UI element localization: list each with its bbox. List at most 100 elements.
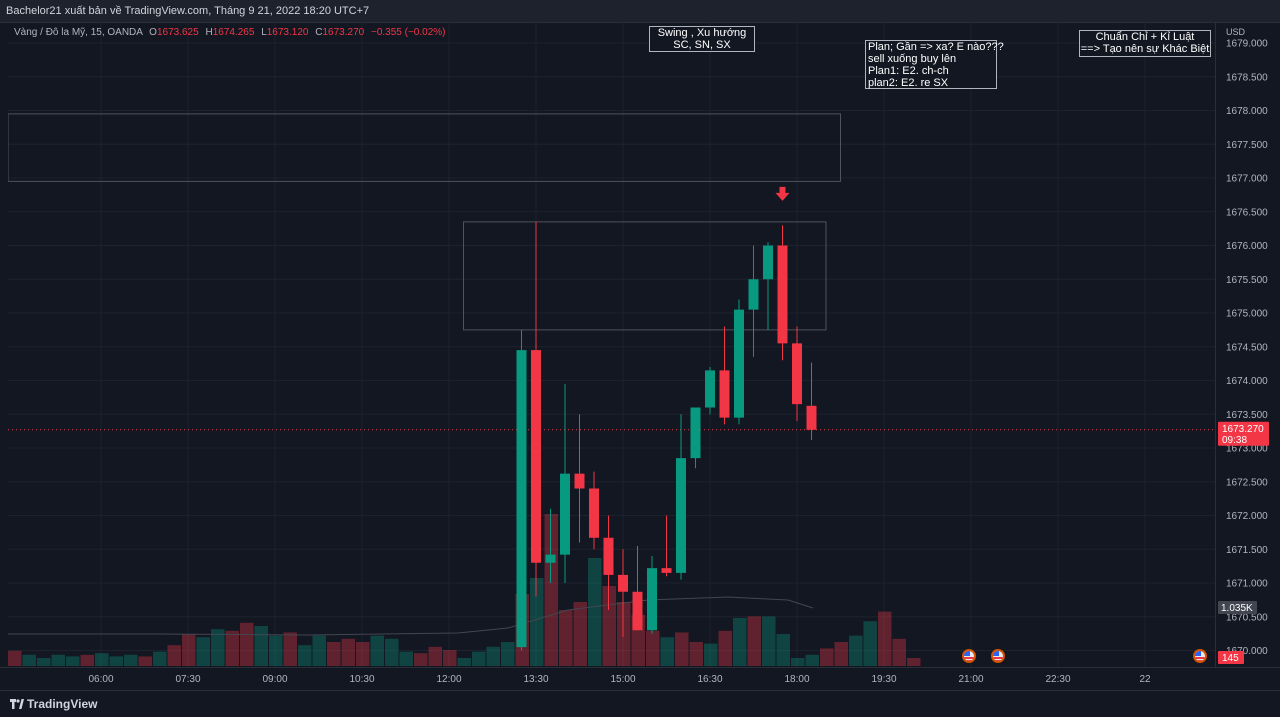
- volume-bar: [559, 610, 573, 666]
- volume-bar: [341, 638, 355, 666]
- price-tick-label: 1675.000: [1226, 309, 1268, 320]
- time-tick-label: 12:00: [436, 674, 461, 685]
- candle-body: [589, 488, 599, 538]
- volume-tag: [1218, 601, 1257, 614]
- candle-body: [560, 473, 570, 555]
- volume-bar: [457, 658, 471, 666]
- candle-body: [661, 568, 672, 573]
- volume-bar: [385, 638, 399, 666]
- price-tick-label: 1671.000: [1226, 579, 1268, 590]
- price-axis[interactable]: USD 1679.000 1678.500 1678.000 1677.500 1677.…: [1215, 22, 1280, 667]
- volume-bar: [37, 658, 51, 666]
- volume-bar: [733, 618, 747, 666]
- volume-bar: [327, 642, 341, 666]
- candle-body: [647, 568, 657, 631]
- volume-bar: [153, 651, 167, 666]
- volume-bar: [878, 611, 892, 666]
- events-tag: [1218, 651, 1244, 664]
- high-key: H: [205, 27, 213, 38]
- volume-bar: [544, 514, 558, 666]
- volume-tag-label: 1.035K: [1221, 603, 1253, 614]
- events-count-label: 145: [1222, 653, 1239, 664]
- volume-bar: [312, 635, 326, 666]
- volume-bar: [443, 650, 457, 666]
- us-flag-icon[interactable]: [1193, 649, 1207, 663]
- publish-header: Bachelor21 xuất bản về TradingView.com, …: [0, 0, 1280, 23]
- chart-area[interactable]: [8, 22, 1215, 667]
- volume-bar: [747, 616, 761, 666]
- candle-body: [516, 350, 527, 648]
- note-discipline[interactable]: Chuẩn Chỉ + Kỉ Luật ==> Tạo nên sự Khác …: [1079, 30, 1211, 57]
- volume-bar: [211, 629, 225, 666]
- time-tick-label: 07:30: [175, 674, 200, 685]
- price-chart[interactable]: [8, 22, 1215, 667]
- volume-bar: [124, 654, 138, 666]
- volume-bar: [820, 648, 834, 666]
- price-tick-label: 1676.000: [1226, 241, 1268, 252]
- volume-bar: [892, 638, 906, 666]
- note-plan-line: sell xuống buy lên: [868, 53, 957, 65]
- price-tick-label: 1677.500: [1226, 140, 1268, 151]
- last-price-label: 1673.270: [1222, 424, 1264, 435]
- volume-bar: [399, 651, 413, 666]
- volume-ma-line: [8, 596, 814, 636]
- price-tick-label: 1670.500: [1226, 612, 1268, 623]
- high-value: 1674.265: [212, 27, 255, 38]
- candle-body: [603, 537, 614, 575]
- price-axis-scale[interactable]: USD 1679.000 1678.500 1678.000 1677.500 1677.…: [1216, 22, 1280, 667]
- time-axis-scale[interactable]: 06:00 07:30 09:00 10:30 12:00 13:30 15:00 16:30…: [0, 668, 1280, 690]
- note-discipline-line: Chuẩn Chỉ + Kỉ Luật: [1095, 31, 1195, 43]
- time-axis[interactable]: 06:00 07:30 09:00 10:30 12:00 13:30 15:00 16:30…: [0, 667, 1280, 690]
- volume-bar: [80, 654, 94, 666]
- candle-body: [618, 574, 628, 592]
- volume-bar: [849, 635, 863, 666]
- note-swing[interactable]: Swing , Xu hướng SC, SN, SX: [649, 26, 755, 52]
- price-tick-label: 1673.500: [1226, 410, 1268, 421]
- volume-bar: [356, 642, 370, 666]
- volume-bar: [501, 642, 515, 666]
- symbol-label: Vàng / Đô la Mỹ, 15, OANDA: [14, 27, 143, 38]
- price-tick-label: 1672.000: [1226, 511, 1268, 522]
- candle-body: [545, 554, 556, 563]
- time-tick-label: 22: [1139, 674, 1151, 685]
- volume-bar: [138, 656, 152, 666]
- low-key: L: [261, 27, 267, 38]
- price-tick-label: 1671.500: [1226, 545, 1268, 556]
- close-value: 1673.270: [322, 27, 365, 38]
- change-value: −0.355 (−0.02%): [370, 27, 446, 38]
- candle-body: [632, 591, 643, 631]
- volume-bar: [240, 622, 254, 666]
- volume-bar: [646, 630, 660, 666]
- low-value: 1673.120: [266, 27, 309, 38]
- price-tick-label: 1670.000: [1226, 646, 1268, 657]
- volume-bar: [762, 616, 776, 666]
- volume-bar: [298, 645, 312, 666]
- volume-bar: [428, 646, 442, 666]
- volume-bar: [776, 634, 790, 666]
- us-flag-icon[interactable]: [962, 649, 976, 663]
- volume-bar: [472, 651, 486, 666]
- price-tick-label: 1673.000: [1226, 444, 1268, 455]
- tradingview-logo-icon: [10, 699, 24, 709]
- volume-bar: [805, 654, 819, 666]
- note-plan-line: Plan; Gần => xa? E nào???: [868, 41, 1004, 53]
- candle-body: [574, 473, 585, 489]
- note-plan[interactable]: Plan; Gần => xa? E nào??? sell xuống buy…: [865, 40, 1004, 89]
- volume-bar: [718, 630, 732, 666]
- time-tick-label: 19:30: [871, 674, 896, 685]
- volume-bar: [283, 632, 297, 666]
- volume-bar: [907, 658, 921, 666]
- volume-bar: [791, 658, 805, 666]
- volume-bar: [689, 642, 703, 666]
- time-tick-label: 09:00: [262, 674, 287, 685]
- candle-body: [690, 407, 701, 459]
- us-flag-icon[interactable]: [991, 649, 1005, 663]
- tradingview-logo[interactable]: TradingView: [10, 697, 97, 711]
- volume-bar: [863, 621, 877, 666]
- volume-bar: [269, 635, 283, 666]
- candle-body: [531, 350, 541, 563]
- price-tick-label: 1678.000: [1226, 106, 1268, 117]
- price-tick-label: 1675.500: [1226, 275, 1268, 286]
- volume-bar: [675, 632, 689, 666]
- price-tick-label: 1672.500: [1226, 477, 1268, 488]
